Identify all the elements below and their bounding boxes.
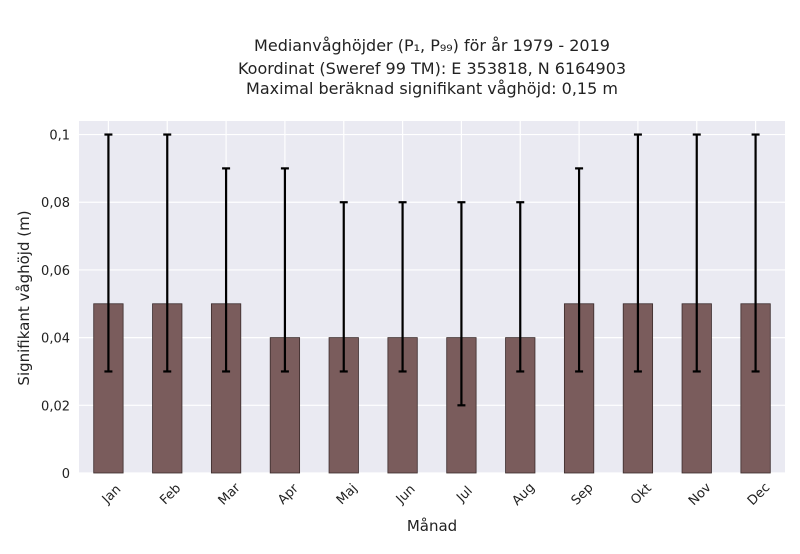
x-tick-label: Dec [745, 480, 773, 508]
x-tick-label: Nov [686, 480, 715, 509]
x-tick-label: Maj [334, 481, 361, 508]
y-tick-label: 0,08 [41, 196, 70, 211]
x-tick-label: Jun [393, 482, 419, 508]
y-axis-ticks: 0 0,02 0,04 0,06 0,08 0,1 [41, 129, 70, 482]
x-tick-label: Okt [628, 481, 655, 508]
y-axis-label: Signifikant våghöjd (m) [15, 210, 33, 385]
x-tick-label: Mar [216, 480, 244, 508]
x-tick-label: Feb [157, 481, 184, 508]
title-line-3: Maximal beräknad signifikant våghöjd: 0,… [246, 79, 618, 98]
plot-area [79, 121, 785, 473]
y-tick-label: 0,02 [41, 399, 70, 414]
y-tick-label: 0,1 [49, 129, 70, 144]
x-tick-label: Sep [569, 481, 597, 509]
error-bars [104, 133, 760, 407]
x-axis-ticks: Jan Feb Mar Apr Maj Jun Jul Aug Sep Okt Nov Dec [99, 480, 773, 509]
y-tick-label: 0,04 [41, 332, 70, 347]
x-tick-label: Apr [275, 481, 302, 508]
x-tick-label: Jan [99, 482, 124, 507]
y-tick-label: 0,06 [41, 264, 70, 279]
x-axis-label: Månad [407, 517, 457, 535]
x-tick-label: Aug [509, 480, 538, 509]
title-line-1: Medianvåghöjder (P₁, P₉₉) för år 1979 - … [254, 36, 610, 55]
x-tick-label: Jul [453, 484, 475, 506]
title-line-2: Koordinat (Sweref 99 TM): E 353818, N 61… [238, 59, 626, 78]
chart-title: Medianvåghöjder (P₁, P₉₉) för år 1979 - … [238, 36, 626, 98]
y-tick-label: 0 [62, 467, 70, 482]
